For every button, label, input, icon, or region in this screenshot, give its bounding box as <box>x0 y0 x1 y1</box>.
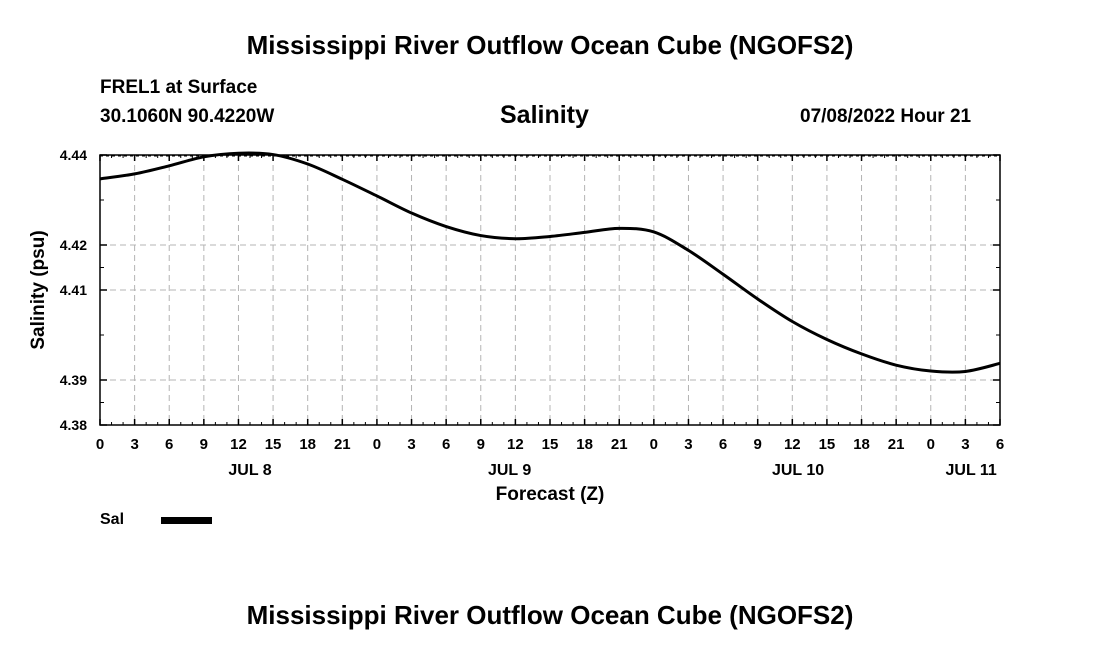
grid-lines <box>100 155 1000 425</box>
x-tick-label: 21 <box>334 436 351 453</box>
chart-title: Salinity <box>500 101 589 129</box>
x-tick-label: 15 <box>542 436 559 453</box>
y-tick-label: 4.44 <box>60 147 87 163</box>
day-label: JUL 11 <box>946 462 997 479</box>
x-tick-label: 6 <box>996 436 1004 453</box>
page-title-top: Mississippi River Outflow Ocean Cube (NG… <box>246 30 854 60</box>
tick-marks <box>99 154 1001 426</box>
x-tick-label: 6 <box>165 436 173 453</box>
x-tick-label: 9 <box>477 436 485 453</box>
coordinates-label: 30.1060N 90.4220W <box>100 106 275 127</box>
x-tick-label: 0 <box>927 436 935 453</box>
x-tick-label: 9 <box>754 436 762 453</box>
y-axis-label: Salinity (psu) <box>28 230 49 349</box>
x-tick-label: 21 <box>888 436 905 453</box>
x-tick-label: 12 <box>784 436 801 453</box>
x-tick-label: 0 <box>373 436 381 453</box>
legend-label: Sal <box>100 511 125 528</box>
y-tick-label: 4.38 <box>60 417 87 433</box>
x-tick-label: 6 <box>719 436 727 453</box>
x-tick-label: 3 <box>130 436 138 453</box>
day-label: JUL 9 <box>488 462 531 479</box>
x-tick-label: 0 <box>650 436 658 453</box>
x-axis-label: Forecast (Z) <box>496 484 605 505</box>
x-tick-label: 3 <box>407 436 415 453</box>
datetime-label: 07/08/2022 Hour 21 <box>800 106 972 127</box>
series-layer <box>99 151 1001 374</box>
legend-line-swatch <box>161 517 212 524</box>
salinity-chart: 0 3 6 9 12 15 18 21 0 3 6 9 12 15 18 21 0 3 6 9 12 15 18 21 0 3 6 4… <box>28 147 1004 505</box>
x-tick-label: 15 <box>265 436 282 453</box>
x-tick-label: 9 <box>200 436 208 453</box>
x-tick-label: 12 <box>230 436 247 453</box>
x-tick-label: 18 <box>576 436 593 453</box>
series-line-sal <box>99 151 1001 374</box>
x-tick-label: 0 <box>96 436 104 453</box>
day-label: JUL 8 <box>228 462 271 479</box>
x-tick-label: 18 <box>853 436 870 453</box>
x-tick-label: 3 <box>684 436 692 453</box>
tick-labels: 0 3 6 9 12 15 18 21 0 3 6 9 12 15 18 21 0 3 6 9 12 15 18 21 0 3 6 4… <box>60 147 1004 479</box>
x-tick-label: 15 <box>819 436 836 453</box>
x-tick-label: 12 <box>507 436 524 453</box>
y-tick-label: 4.42 <box>60 237 87 253</box>
page-title-bottom: Mississippi River Outflow Ocean Cube (NG… <box>246 600 854 630</box>
x-tick-label: 18 <box>299 436 316 453</box>
station-label: FREL1 at Surface <box>100 77 258 98</box>
x-tick-label: 6 <box>442 436 450 453</box>
day-label: JUL 10 <box>772 462 824 479</box>
x-tick-label: 3 <box>961 436 969 453</box>
y-tick-label: 4.41 <box>60 282 87 298</box>
y-tick-label: 4.39 <box>60 372 87 388</box>
x-tick-label: 21 <box>611 436 628 453</box>
